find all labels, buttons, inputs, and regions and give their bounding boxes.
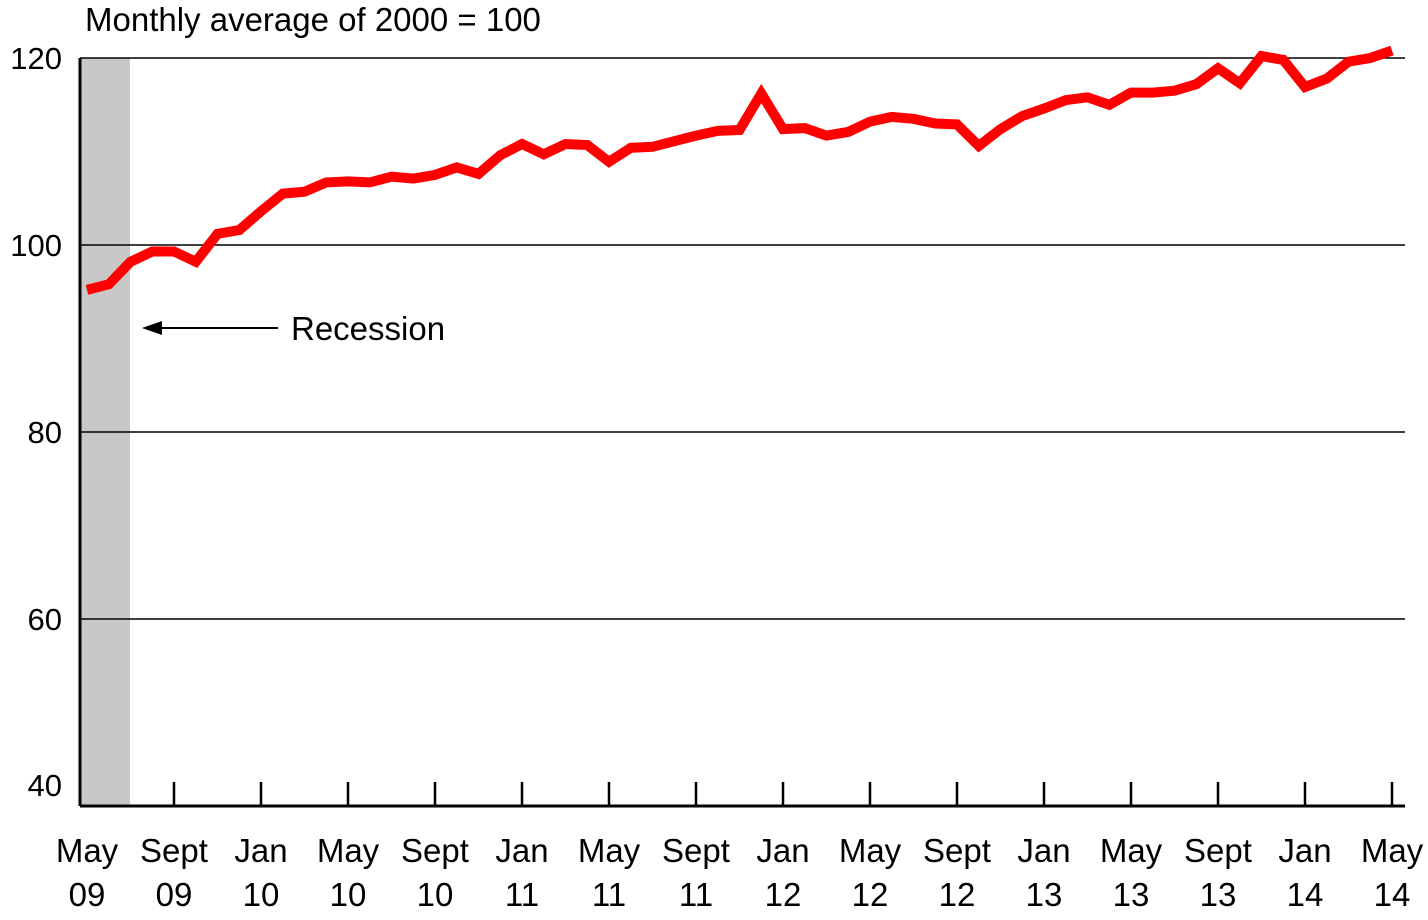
x-tick-label-month: May	[317, 832, 380, 869]
x-tick-label-month: May	[839, 832, 902, 869]
x-tick-label-year: 12	[939, 876, 976, 913]
x-tick-label-year: 11	[592, 876, 626, 913]
x-tick-label-year: 13	[1200, 876, 1237, 913]
x-tick-label-month: Sept	[923, 832, 991, 869]
axes	[78, 58, 1405, 808]
x-tick-label-month: May	[1100, 832, 1163, 869]
x-tick-label-month: May	[56, 832, 119, 869]
x-tick-label-year: 09	[69, 876, 106, 913]
x-axis-ticks	[172, 782, 1394, 806]
y-tick-label-60: 60	[28, 602, 62, 637]
x-tick-label-year: 12	[852, 876, 889, 913]
x-tick-label-year: 14	[1374, 876, 1411, 913]
x-tick-label-month: Sept	[1184, 832, 1252, 869]
x-tick-label-month: Sept	[401, 832, 469, 869]
series-line-index	[85, 45, 1394, 295]
x-tick-label-year: 13	[1026, 876, 1063, 913]
x-tick-label-year: 14	[1287, 876, 1324, 913]
recession-arrow-head	[142, 321, 162, 335]
recession-annotation: Recession	[142, 310, 445, 347]
recession-label: Recession	[291, 310, 445, 347]
x-tick-label-year: 11	[505, 876, 539, 913]
x-tick-label-month: May	[1361, 832, 1424, 869]
x-tick-label-month: Sept	[140, 832, 208, 869]
y-tick-label-120: 120	[10, 41, 62, 76]
x-tick-label-month: Sept	[662, 832, 730, 869]
x-tick-label-month: Jan	[1017, 832, 1070, 869]
x-tick-label-year: 10	[243, 876, 280, 913]
x-tick-label-year: 12	[765, 876, 802, 913]
x-tick-label-month: Jan	[1278, 832, 1331, 869]
y-axis-label: Monthly average of 2000 = 100	[85, 1, 541, 38]
x-tick-label-year: 10	[330, 876, 367, 913]
x-tick-label-month: May	[578, 832, 641, 869]
y-tick-label-80: 80	[28, 415, 62, 450]
x-tick-label-year: 13	[1113, 876, 1150, 913]
y-tick-label-100: 100	[10, 228, 62, 263]
x-axis-tick-labels: May 09 Sept 09 Jan 10 May 10 Sept 10 Jan 11 May 11 Sep…	[56, 832, 1424, 913]
x-tick-label-month: Jan	[495, 832, 548, 869]
y-axis-tick-labels: 40 60 80 100 120	[10, 41, 62, 803]
x-tick-label-month: Jan	[234, 832, 287, 869]
y-tick-label-40: 40	[28, 768, 62, 803]
x-tick-label-year: 09	[156, 876, 193, 913]
gridlines	[80, 57, 1405, 620]
x-tick-label-year: 10	[417, 876, 454, 913]
x-tick-label-year: 11	[679, 876, 713, 913]
x-tick-label-month: Jan	[756, 832, 809, 869]
